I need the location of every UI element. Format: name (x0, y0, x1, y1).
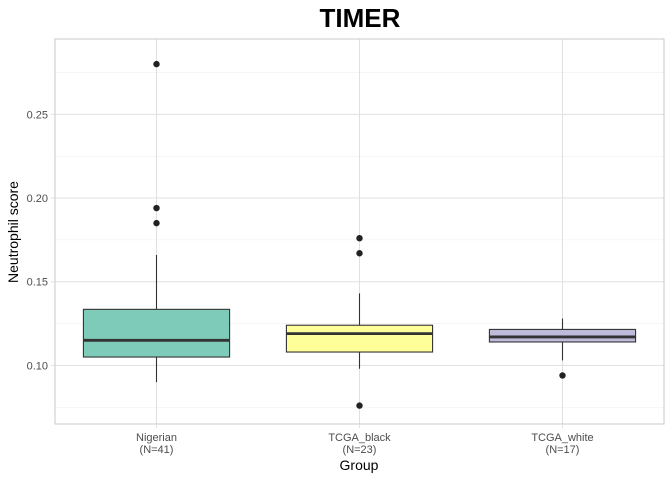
box-group (488, 318, 637, 379)
box (285, 324, 434, 353)
x-tick-label: TCGA_black (328, 432, 391, 444)
box-group (82, 60, 231, 383)
x-tick-count-label: (N=41) (140, 444, 174, 456)
x-tick-count-label: (N=17) (546, 444, 580, 456)
box-plot-marks (82, 60, 637, 409)
x-tick-count-label: (N=23) (343, 444, 377, 456)
outlier-point (559, 372, 566, 379)
outlier-point (153, 60, 160, 68)
outlier-point (356, 402, 363, 409)
outlier-point (356, 234, 363, 242)
x-tick-label: Nigerian (136, 432, 177, 444)
y-axis-title: Neutrophil score (5, 181, 21, 283)
x-tick-label: TCGA_white (531, 432, 593, 444)
y-tick-label: 0.10 (27, 360, 48, 372)
outlier-point (356, 250, 363, 257)
chart-title: TIMER (320, 3, 401, 33)
axes: 0.10 0.15 0.20 0.25 Nigerian(N=41) TCGA_black… (27, 109, 594, 456)
y-tick-label: 0.25 (27, 109, 48, 121)
box-group (285, 234, 434, 409)
y-tick-label: 0.15 (27, 277, 48, 289)
outlier-point (153, 219, 160, 227)
outlier-point (153, 204, 160, 212)
box (82, 308, 231, 358)
x-axis-title: Group (340, 457, 379, 473)
y-tick-label: 0.20 (27, 193, 48, 205)
